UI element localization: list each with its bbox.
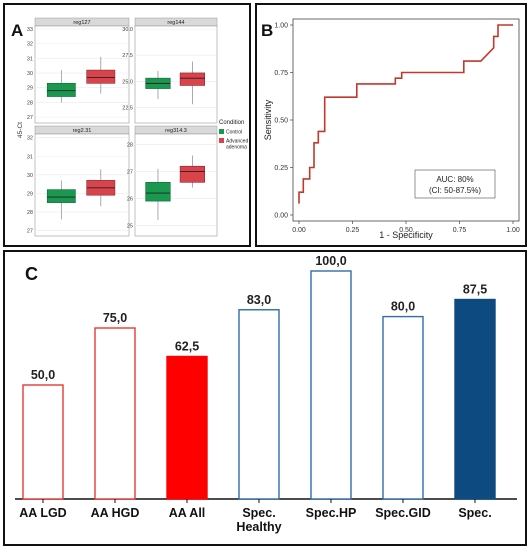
bar-3 xyxy=(166,355,208,500)
y-tick-label: 31 xyxy=(27,56,33,62)
x-tick-label: 0.75 xyxy=(453,227,467,234)
boxplot-panel-chart: 45-Ct reg127 27 28 29 30 31 32 33 reg144 22.5 25.0 2… xyxy=(17,17,248,237)
box-control xyxy=(46,70,76,103)
bar-value-label: 87,5 xyxy=(463,283,487,297)
box-advanced-adenoma xyxy=(179,61,206,105)
y-tick-label: 26 xyxy=(127,196,133,202)
category-label: Spec.HP xyxy=(306,506,357,520)
auc-annotation-box xyxy=(414,169,496,199)
box-body xyxy=(145,182,171,202)
box-body xyxy=(46,189,76,203)
bar-1 xyxy=(22,384,64,500)
box-control xyxy=(46,180,76,220)
y-tick-label: 28 xyxy=(27,100,33,106)
legend-label-advanced-adenoma-line2: adenoma xyxy=(226,145,247,151)
y-tick-label: 27 xyxy=(127,170,133,176)
y-tick-label: 31 xyxy=(27,154,33,160)
y-tick-label: 0.50 xyxy=(274,118,288,125)
legend-label-control: Control xyxy=(226,130,242,136)
category-label: Spec.GID xyxy=(375,506,431,520)
facet-title: reg144 xyxy=(167,20,184,26)
y-axis-label: 45-Ct xyxy=(17,122,24,138)
box-body xyxy=(46,83,76,97)
y-tick-label: 22.5 xyxy=(122,105,133,111)
category-label: Healthy xyxy=(236,520,281,534)
y-tick-label: 30 xyxy=(27,173,33,179)
legend-title: Condition xyxy=(219,120,244,126)
roc-curve-chart: 0.00 0.25 0.50 0.75 1.00 0.00 0.25 0.50 0.75 1.00… xyxy=(263,18,520,240)
y-axis-label: Sensitivity xyxy=(263,99,273,140)
y-tick-label: 0.25 xyxy=(274,165,288,172)
facet-reg144: reg144 22.5 25.0 27.5 30.0 xyxy=(122,17,218,124)
bar-2 xyxy=(94,327,136,500)
bar-value-label: 100,0 xyxy=(315,254,346,268)
box-body xyxy=(179,72,206,86)
facet-title: reg314.3 xyxy=(165,128,187,134)
category-label: AA HGD xyxy=(91,506,140,520)
roc-curve-line xyxy=(298,24,513,204)
legend-swatch-control xyxy=(219,129,224,134)
auc-annotation-line1: AUC: 80% xyxy=(436,175,473,184)
y-tick-label: 30.0 xyxy=(122,27,133,33)
panel-b: B 0.00 0.25 0.50 0.75 1.00 0.00 0.25 0.50 0.75 1.… xyxy=(255,3,527,247)
box-body xyxy=(86,69,116,84)
bar-value-label: 62,5 xyxy=(175,340,199,354)
y-tick-label: 30 xyxy=(27,71,33,77)
category-label: AA LGD xyxy=(19,506,66,520)
y-tick-label: 27 xyxy=(27,228,33,234)
y-tick-label: 27.5 xyxy=(122,53,133,59)
auc-annotation-line2: (CI: 50-87.5%) xyxy=(429,186,481,195)
facet-reg314.3: reg314.3 25 26 27 28 xyxy=(127,125,218,237)
y-tick-label: 25.0 xyxy=(122,79,133,85)
y-tick-label: 0.75 xyxy=(274,70,288,77)
bar-value-label: 75,0 xyxy=(103,311,127,325)
facet-title: reg127 xyxy=(73,20,90,26)
box-control xyxy=(145,168,171,220)
y-tick-label: 29 xyxy=(27,191,33,197)
panel-b-letter: B xyxy=(261,21,274,40)
box-advanced-adenoma xyxy=(179,155,206,188)
box-advanced-adenoma xyxy=(86,56,116,94)
category-label: Spec. xyxy=(242,506,275,520)
box-advanced-adenoma xyxy=(86,169,116,207)
bar-value-label: 83,0 xyxy=(247,293,271,307)
bar-5 xyxy=(310,270,352,500)
legend-swatch-advanced-adenoma xyxy=(219,138,224,143)
panel-c: C 50,0 AA LGD 75,0 AA HGD 62,5 AA All 83,0 Spec… xyxy=(3,250,527,546)
x-tick-label: 0.50 xyxy=(399,227,413,234)
y-tick-label: 33 xyxy=(27,27,33,33)
bar-value-label: 50,0 xyxy=(31,368,55,382)
category-label: Spec. xyxy=(458,506,491,520)
panel-a-letter: A xyxy=(11,21,24,40)
x-tick-label: 0.00 xyxy=(292,227,306,234)
x-axis-label: 1 - Specificity xyxy=(379,230,433,240)
y-tick-label: 1.00 xyxy=(274,23,288,30)
bar-value-label: 80,0 xyxy=(391,300,415,314)
y-tick-label: 32 xyxy=(27,136,33,142)
facet-title: reg2.31 xyxy=(73,128,92,134)
legend-label-advanced-adenoma-line1: Advanced xyxy=(226,139,248,145)
y-tick-label: 28 xyxy=(127,143,133,149)
y-tick-label: 0.00 xyxy=(274,213,288,220)
facet-reg127: reg127 27 28 29 30 31 32 33 xyxy=(27,17,130,124)
box-body xyxy=(179,165,206,183)
bar-4 xyxy=(238,309,280,500)
y-tick-label: 25 xyxy=(127,223,133,229)
facet-reg2.31: reg2.31 27 28 29 30 31 32 xyxy=(27,125,130,237)
y-tick-label: 28 xyxy=(27,210,33,216)
box-control xyxy=(145,70,171,100)
x-tick-label: 1.00 xyxy=(506,227,520,234)
y-tick-label: 27 xyxy=(27,115,33,121)
panel-a: A 45-Ct reg127 27 28 29 30 31 32 33 reg144 22.5 25.… xyxy=(3,3,251,247)
panel-c-letter: C xyxy=(25,264,38,284)
x-tick-label: 0.25 xyxy=(346,227,360,234)
y-tick-label: 29 xyxy=(27,86,33,92)
y-tick-label: 32 xyxy=(27,42,33,48)
bar-6 xyxy=(382,315,424,500)
bar-7 xyxy=(454,298,496,500)
category-label: AA All xyxy=(169,506,206,520)
